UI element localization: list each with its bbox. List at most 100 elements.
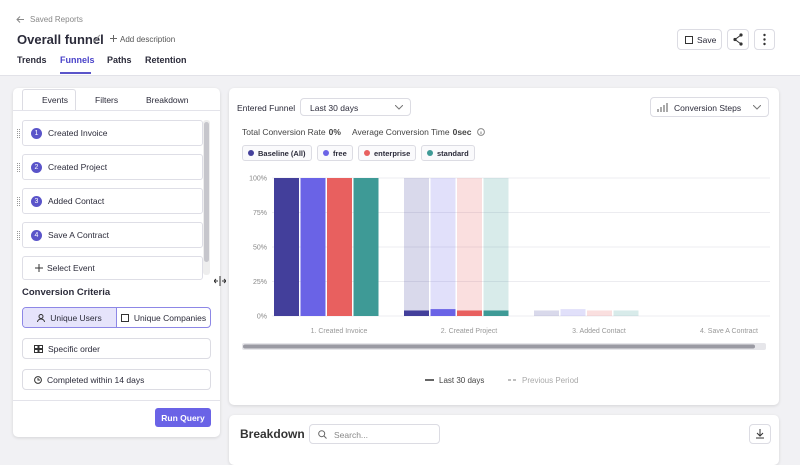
range-dropdown[interactable]: Last 30 days	[300, 98, 411, 116]
criteria-option[interactable]: Unique Users	[23, 308, 117, 327]
run-query-button[interactable]: Run Query	[155, 408, 211, 427]
report-title: Overall funnel	[17, 32, 104, 47]
legend-label: free	[333, 148, 347, 158]
legend-chip[interactable]: free	[317, 145, 353, 161]
view-label: Conversion Steps	[674, 103, 742, 113]
previous-step-bar	[457, 178, 482, 316]
bar	[483, 310, 509, 316]
drag-handle	[17, 197, 20, 206]
event-item[interactable]: 3 Added Contact	[17, 188, 203, 214]
window-select[interactable]: Completed within 14 days	[22, 369, 211, 390]
event-number: 1	[31, 127, 42, 139]
sidebar-tab[interactable]: Breakdown	[146, 95, 189, 105]
scrollbar-thumb[interactable]	[243, 344, 755, 349]
criteria-title: Conversion Criteria	[22, 287, 111, 298]
bar	[430, 309, 456, 316]
event-name: Added Contact	[48, 196, 105, 206]
back-icon[interactable]	[16, 15, 25, 24]
bar	[327, 178, 352, 316]
active-underline	[60, 72, 91, 74]
stats: Total Conversion Rate 0% Average Conversi…	[242, 127, 485, 137]
nav-tab[interactable]: Trends	[17, 55, 47, 65]
view-dropdown[interactable]: Conversion Steps	[650, 97, 769, 117]
previous-step-bar	[404, 178, 429, 316]
criteria-option[interactable]: Unique Companies	[117, 308, 210, 327]
legend-label: enterprise	[374, 148, 411, 158]
x-tick-label: 2. Created Project	[441, 328, 497, 335]
bar	[300, 178, 326, 316]
save-label: Save	[697, 34, 717, 45]
stat-label: Total Conversion Rate	[242, 127, 326, 137]
stat-label: Average Conversion Time	[351, 127, 450, 137]
search-input[interactable]: Search...	[309, 424, 440, 444]
y-tick-label: 0%	[257, 314, 267, 321]
x-tick-label: 4. Save A Contract	[700, 328, 758, 335]
event-item[interactable]: 2 Created Project	[17, 154, 203, 180]
resize-handle[interactable]	[214, 276, 226, 286]
user-icon	[37, 313, 46, 322]
plus-icon	[35, 264, 43, 272]
previous-step-bar	[483, 178, 509, 316]
add-description[interactable]: Add description	[120, 35, 176, 44]
divider	[13, 400, 220, 401]
bar	[353, 178, 379, 316]
legend-label: Previous Period	[522, 376, 578, 385]
top-bar	[0, 0, 800, 76]
sidebar-tab[interactable]: Events	[42, 95, 68, 105]
more-button[interactable]	[754, 29, 775, 50]
share-icon	[733, 33, 743, 46]
event-number: 4	[31, 229, 42, 241]
legend-swatch	[323, 150, 329, 156]
save-button[interactable]: Save	[677, 29, 722, 50]
y-tick-label: 100%	[249, 176, 267, 183]
edit-icon[interactable]	[92, 33, 102, 43]
clock-icon	[34, 375, 42, 384]
event-number: 3	[31, 195, 42, 207]
order-select[interactable]: Specific order	[22, 338, 211, 359]
order-label: Specific order	[48, 343, 100, 354]
criteria-toggle: Unique Users Unique Companies	[22, 307, 211, 328]
bar	[404, 310, 429, 316]
nav-tab[interactable]: Funnels	[60, 55, 95, 65]
share-button[interactable]	[727, 29, 749, 50]
nav-tab[interactable]: Retention	[145, 55, 187, 65]
y-tick-label: 25%	[253, 279, 267, 286]
criteria-label: Unique Users	[50, 312, 102, 323]
download-button[interactable]	[749, 424, 771, 444]
legend-chip[interactable]: standard	[421, 145, 475, 161]
breakdown-title: Breakdown	[240, 427, 305, 441]
legend-label: Baseline (All)	[258, 148, 306, 158]
legend-swatch	[248, 150, 254, 156]
legend-swatch	[427, 150, 433, 156]
legend-label: standard	[437, 148, 469, 158]
previous-step-bar	[430, 178, 456, 316]
sidebar-tab[interactable]: Filters	[95, 95, 119, 105]
bar	[457, 310, 482, 316]
x-tick-label: 1. Created Invoice	[311, 328, 368, 335]
save-icon	[685, 35, 693, 44]
criteria-label: Unique Companies	[133, 312, 207, 323]
stat-value: 0sec	[452, 127, 472, 137]
drag-handle	[17, 129, 20, 138]
drag-handle	[17, 163, 20, 172]
event-name: Created Project	[48, 162, 108, 172]
event-item[interactable]: 1 Created Invoice	[17, 120, 203, 146]
divider	[13, 110, 220, 111]
entered-label: Entered Funnel	[237, 103, 296, 113]
y-tick-label: 50%	[253, 245, 267, 252]
back-link[interactable]: Saved Reports	[30, 15, 83, 24]
legend-swatch	[364, 150, 370, 156]
scroll-thumb[interactable]	[204, 122, 209, 262]
event-name: Save A Contract	[48, 230, 109, 240]
window-label: Completed within 14 days	[47, 374, 145, 385]
select-event[interactable]: Select Event	[22, 256, 203, 280]
y-tick-label: 75%	[253, 210, 267, 217]
scroll-track	[203, 120, 210, 275]
legend-chip[interactable]: enterprise	[358, 145, 417, 161]
nav-tab[interactable]: Paths	[107, 55, 132, 65]
info-icon[interactable]	[476, 128, 485, 136]
chevron	[395, 105, 403, 110]
legend-chip[interactable]: Baseline (All)	[242, 145, 312, 161]
event-item[interactable]: 4 Save A Contract	[17, 222, 203, 248]
plus-icon	[110, 35, 117, 42]
